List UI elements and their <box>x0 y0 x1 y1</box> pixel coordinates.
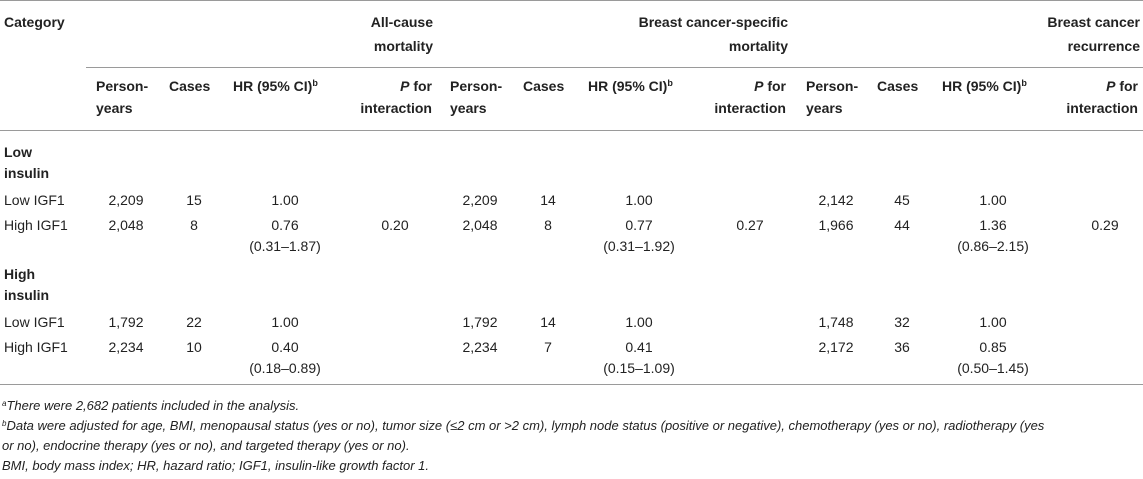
row-label: Low IGF1 <box>4 314 65 330</box>
footnote-b-continued: or no), endocrine therapy (yes or no), a… <box>2 438 410 453</box>
footnote-b: bData were adjusted for age, BMI, menopa… <box>2 418 1045 433</box>
footnote-abbreviations: BMI, body mass index; HR, hazard ratio; … <box>2 458 430 473</box>
table-top-rule <box>0 0 1143 1</box>
subheader-cases: Cases <box>523 78 565 94</box>
row-label: High IGF1 <box>4 339 68 355</box>
subheader-cases: Cases <box>169 78 211 94</box>
row-label: Low IGF1 <box>4 192 65 208</box>
subheader-cases: Cases <box>877 78 919 94</box>
row-label: High IGF1 <box>4 217 68 233</box>
subheader-hr: HR (95% CI)b <box>942 78 1027 94</box>
subheader-hr: HR (95% CI)b <box>233 78 318 94</box>
category-header: Category <box>4 14 65 30</box>
footnote-a: aThere were 2,682 patients included in t… <box>2 398 300 413</box>
subheader-hr: HR (95% CI)b <box>588 78 673 94</box>
group-header-rule <box>86 67 1143 68</box>
table-bottom-rule <box>0 384 1143 385</box>
header-bottom-rule <box>0 130 1143 131</box>
